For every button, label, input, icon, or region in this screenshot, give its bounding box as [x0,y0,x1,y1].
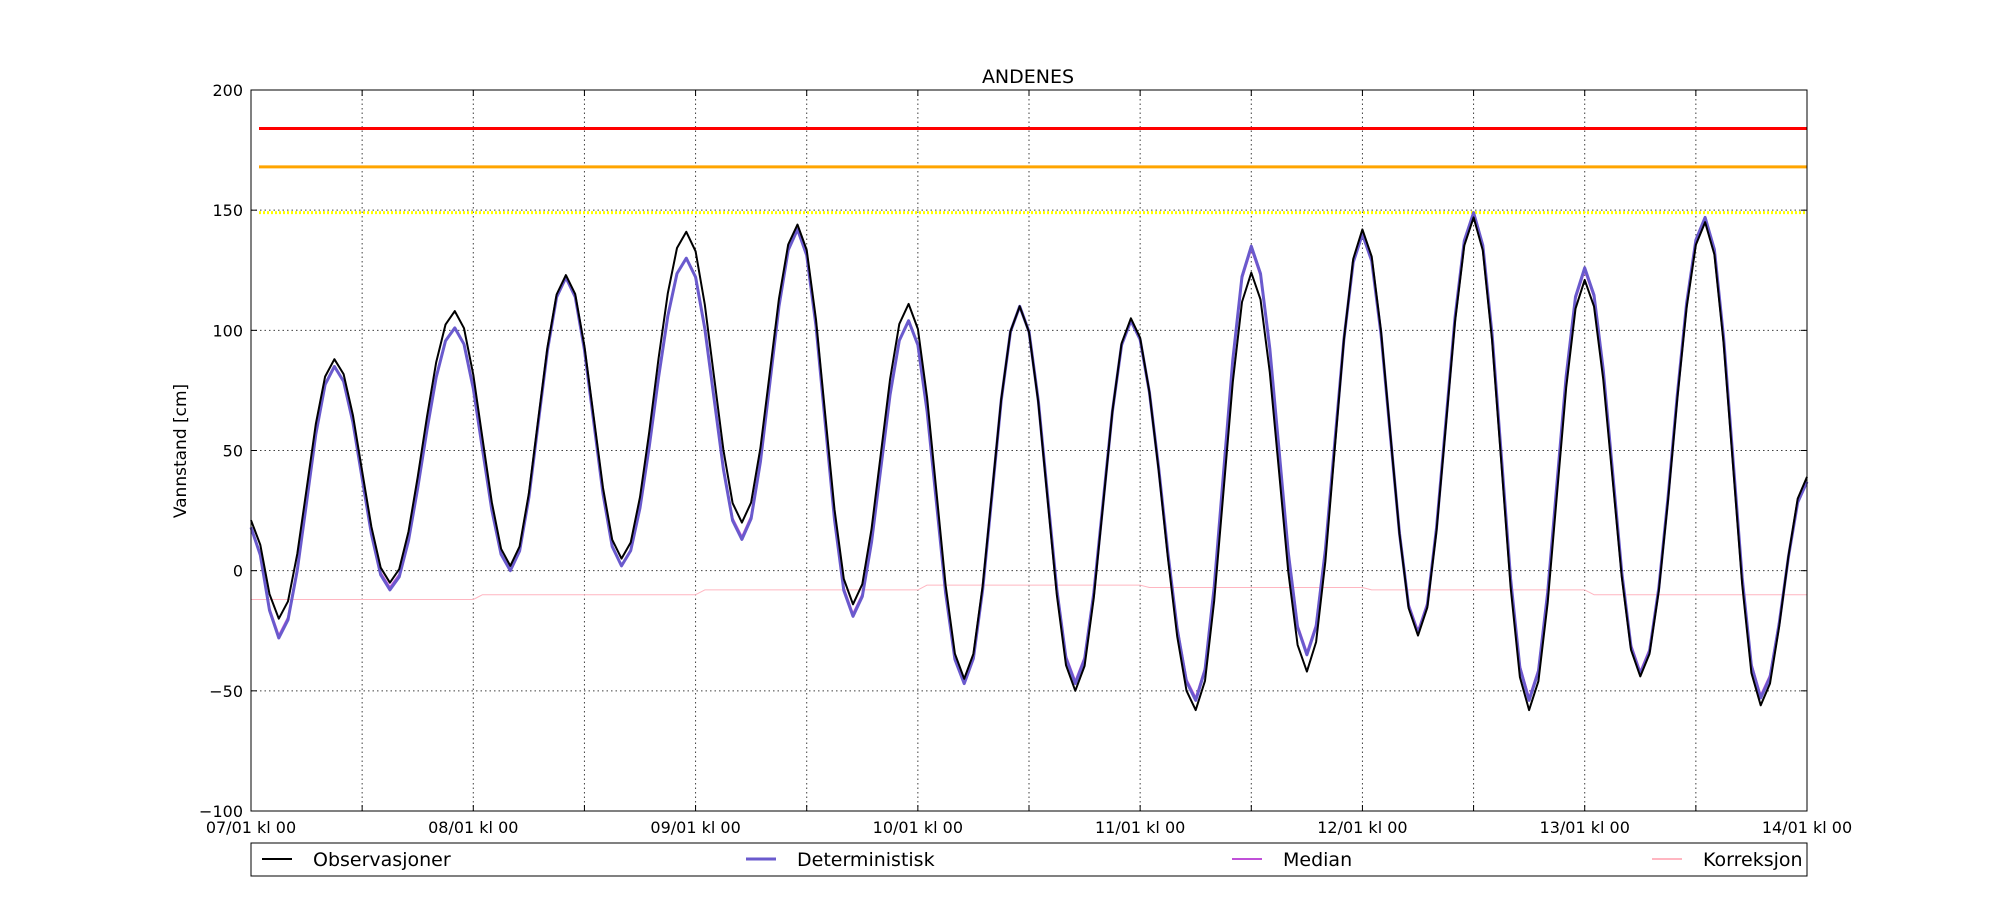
x-tick-label: 14/01 kl 00 [1762,818,1852,837]
y-tick-label: −50 [209,682,243,701]
x-tick-label: 07/01 kl 00 [206,818,296,837]
threshold-lines [259,126,1807,215]
y-tick-label: 100 [212,321,243,340]
legend-label: Median [1283,849,1352,871]
x-tick-label: 08/01 kl 00 [428,818,518,837]
legend: Observasjoner Deterministisk Median Korreks… [250,842,1808,877]
legend-label: Observasjoner [313,849,451,871]
series-lines [249,211,1809,712]
x-tick-label: 12/01 kl 00 [1317,818,1407,837]
y-axis-label: Vannstand [cm] [171,384,191,518]
y-tick-label: 150 [212,201,243,220]
series-line-observasjoner [250,216,1808,712]
legend-label: Korreksjon [1703,849,1803,871]
x-tick-label: 13/01 kl 00 [1540,818,1630,837]
y-tick-label: −100 [199,802,243,821]
series-line-korreksjon [251,584,1807,600]
y-tick-label: 0 [233,562,243,581]
y-axis: −100 −50 0 50 100 150 200 [199,81,1807,821]
x-axis: 07/01 kl 00 08/01 kl 00 09/01 kl 00 10/01 k… [206,90,1852,837]
x-tick-label: 10/01 kl 00 [873,818,963,837]
chart-title: ANDENES [982,66,1074,88]
x-tick-label: 11/01 kl 00 [1095,818,1185,837]
y-tick-label: 200 [212,81,243,100]
legend-label: Deterministisk [797,849,935,871]
x-tick-label: 09/01 kl 00 [650,818,740,837]
legend-box [250,842,1808,877]
grid [251,90,1807,811]
y-tick-label: 50 [223,442,243,461]
